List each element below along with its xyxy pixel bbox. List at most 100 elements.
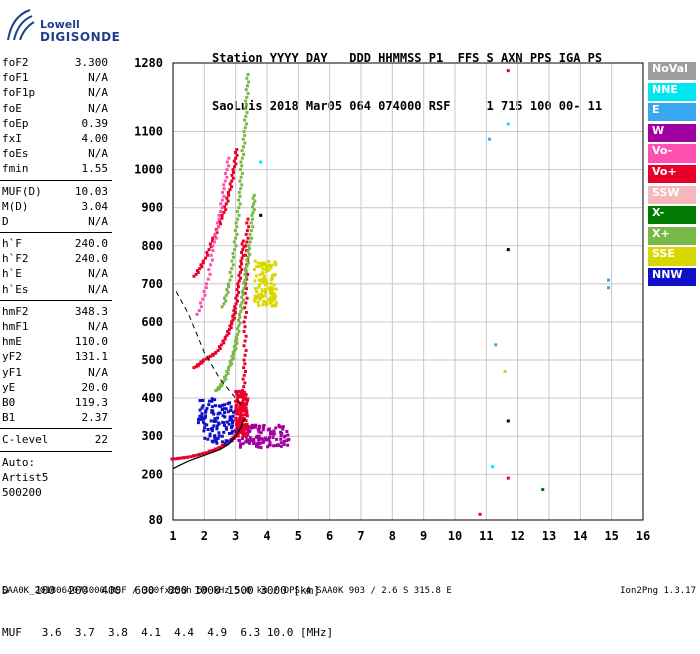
cluster-point: [267, 286, 271, 290]
cluster-point: [222, 421, 226, 425]
trace-point: [245, 264, 249, 268]
cluster-point: [220, 434, 224, 438]
trace-point: [235, 327, 239, 331]
y-tick-label: 500: [141, 353, 163, 367]
legend-item-noval: NoVal: [648, 62, 696, 81]
cluster-point: [253, 425, 257, 429]
cluster-point: [227, 431, 231, 435]
param-value: N/A: [88, 320, 108, 333]
cluster-point: [285, 430, 289, 434]
trace-point: [220, 216, 224, 220]
cluster-point: [252, 437, 256, 441]
param-name: h`F2: [2, 252, 29, 266]
trace-point: [247, 247, 251, 251]
trace-point: [222, 341, 226, 345]
cluster-point: [264, 270, 268, 274]
cluster-point: [258, 296, 262, 300]
cluster-point: [206, 437, 210, 441]
cluster-point: [262, 424, 266, 428]
cluster-point: [229, 405, 233, 409]
param-value: 1.55: [81, 162, 109, 176]
trace-point: [246, 261, 250, 265]
trace-point: [238, 321, 242, 325]
trace-point: [227, 156, 231, 160]
cluster-point: [210, 429, 214, 433]
param-value: 0.39: [81, 116, 109, 130]
trace-point: [222, 205, 226, 209]
trace-point: [238, 265, 242, 269]
trace-point: [222, 187, 226, 191]
x-tick-label: 13: [542, 529, 556, 543]
y-tick-label: 900: [141, 201, 163, 215]
cluster-point: [229, 426, 233, 430]
trace-point: [241, 377, 245, 381]
cluster-point: [212, 424, 216, 428]
cluster-point: [255, 290, 259, 294]
y-tick-label: 600: [141, 315, 163, 329]
trace-point: [208, 272, 212, 276]
cluster-point: [258, 282, 262, 286]
cluster-point: [248, 436, 252, 440]
trace-point: [231, 263, 235, 267]
cluster-point: [267, 297, 271, 301]
cluster-point: [236, 400, 240, 404]
trace-point: [220, 381, 224, 385]
trace-point: [244, 244, 248, 248]
trace-point: [229, 326, 233, 330]
x-tick-label: 16: [636, 529, 650, 543]
cluster-point: [268, 301, 272, 305]
param-name: M(D): [2, 199, 29, 213]
cluster-point: [282, 439, 286, 443]
param-row: hmF2 348.3: [0, 304, 112, 319]
trace-point: [240, 307, 244, 311]
trace-point: [242, 281, 246, 285]
cluster-point: [231, 419, 235, 423]
trace-point: [220, 343, 224, 347]
trace-point: [225, 196, 229, 200]
trace-point: [221, 190, 225, 194]
param-row: foF1 N/A: [0, 70, 112, 85]
cluster-point: [221, 403, 225, 407]
param-row: yF2 131.1: [0, 349, 112, 364]
cluster-point: [241, 434, 245, 438]
y-tick-label: 1100: [134, 125, 163, 139]
x-tick-label: 4: [263, 529, 270, 543]
trace-point: [236, 332, 240, 336]
param-row: foEp 0.39: [0, 116, 112, 131]
cluster-point: [234, 399, 238, 403]
legend-item-sse: SSE: [648, 247, 696, 266]
cluster-point: [256, 445, 260, 449]
header-columns: Station YYYY DAY DDD HHMMSS P1 FFS S AXN…: [212, 51, 603, 65]
trace-point: [242, 358, 246, 362]
cluster-point: [233, 429, 237, 433]
param-row: MUF(D) 10.03: [0, 184, 112, 199]
cluster-point: [203, 436, 207, 440]
legend-item-nnw: NNW: [648, 267, 696, 287]
trace-point: [225, 175, 229, 179]
trace-point: [247, 80, 251, 84]
cluster-point: [265, 265, 269, 269]
trace-point: [222, 194, 226, 198]
cluster-point: [230, 431, 234, 435]
trace-point: [226, 190, 230, 194]
cluster-point: [261, 426, 265, 430]
trace-point: [234, 335, 238, 339]
extrapolated-profile: [175, 291, 243, 407]
cluster-point: [234, 423, 238, 427]
cluster-point: [210, 397, 214, 401]
cluster-point: [267, 259, 271, 263]
trace-point: [243, 339, 247, 343]
cluster-point: [256, 438, 260, 442]
trace-point: [223, 337, 227, 341]
trace-point: [231, 318, 235, 322]
param-row: h`F2 240.0: [0, 251, 112, 266]
trace-point: [234, 347, 238, 351]
trace-point: [226, 290, 230, 294]
isolated-point: [607, 286, 611, 290]
trace-point: [250, 205, 254, 209]
cluster-point: [242, 409, 246, 413]
trace-point: [219, 383, 223, 387]
trace-point: [211, 236, 215, 240]
cluster-point: [213, 434, 217, 438]
trace-point: [246, 255, 250, 259]
